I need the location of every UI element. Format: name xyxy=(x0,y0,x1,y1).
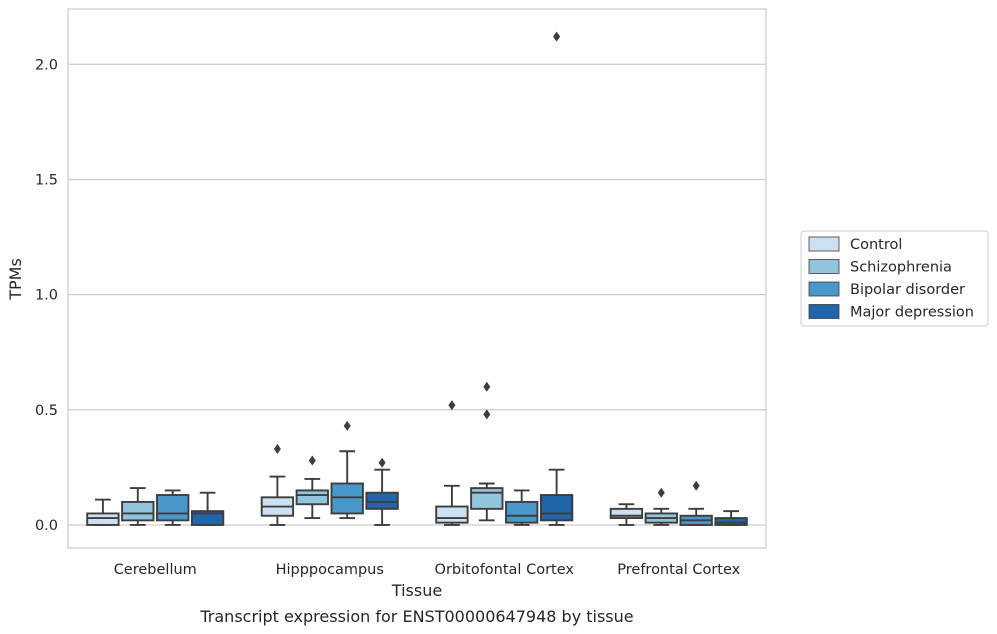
box-body xyxy=(539,494,574,522)
box-body xyxy=(470,487,504,510)
box-schizophrenia xyxy=(295,455,329,520)
box-major-depression xyxy=(714,510,748,526)
x-tick-label: Orbitofontal Cortex xyxy=(435,562,575,578)
x-tick-label: Hipppocampus xyxy=(276,562,384,578)
box-body xyxy=(330,482,364,515)
box-body xyxy=(365,491,399,510)
x-tick-labels: Cerebellum Hipppocampus Orbitofontal Corte… xyxy=(114,562,741,578)
outlier-point xyxy=(692,480,700,491)
box-body xyxy=(190,510,225,526)
outlier-point xyxy=(343,420,351,431)
legend-label: Control xyxy=(850,237,902,253)
legend-swatch xyxy=(808,281,840,297)
outlier-point xyxy=(483,409,491,420)
y-tick-label: 2.0 xyxy=(35,57,58,73)
box-body xyxy=(295,489,329,506)
legend-swatch xyxy=(808,304,840,319)
outlier-point xyxy=(483,381,491,392)
legend-label: Major depression xyxy=(850,305,974,321)
legend-frame xyxy=(800,230,989,327)
x-tick-label: Prefrontal Cortex xyxy=(617,562,740,578)
box-body xyxy=(156,494,190,522)
box-major-depression xyxy=(190,491,225,526)
box-body xyxy=(714,517,748,526)
outlier-point xyxy=(378,457,386,468)
box-bipolar-disorder xyxy=(679,480,713,526)
x-axis-label: Tissue xyxy=(391,581,442,600)
y-tick-label: 1.0 xyxy=(35,288,58,304)
box-bipolar-disorder xyxy=(505,489,539,526)
outlier-point xyxy=(448,400,456,411)
y-tick-label: 0.5 xyxy=(35,403,58,419)
box-major-depression xyxy=(365,457,399,526)
box-bipolar-disorder xyxy=(330,420,364,520)
box-major-depression xyxy=(539,31,574,526)
chart-caption: Transcript expression for ENST0000064794… xyxy=(199,607,633,626)
grid-lines xyxy=(68,63,766,526)
box-schizophrenia xyxy=(470,381,504,522)
y-tick-labels: 0.0 0.5 1.0 1.5 2.0 xyxy=(35,57,58,534)
y-axis-label: TPMs xyxy=(6,258,25,301)
box-body xyxy=(435,505,469,524)
y-tick-label: 1.5 xyxy=(35,172,58,188)
legend-label: Schizophrenia xyxy=(850,260,952,276)
box-body xyxy=(121,500,155,522)
box-body xyxy=(609,507,644,520)
box-bipolar-disorder xyxy=(156,489,190,526)
legend: Control Schizophrenia Bipolar disorder Majo… xyxy=(800,230,989,327)
legend-swatch xyxy=(808,236,840,252)
outlier-point xyxy=(657,487,665,498)
box-schizophrenia xyxy=(644,487,678,526)
outlier-point xyxy=(553,31,561,42)
legend-swatch xyxy=(808,259,840,274)
box-body xyxy=(505,500,539,524)
box-schizophrenia xyxy=(121,487,155,526)
box-control xyxy=(260,443,295,526)
outlier-point xyxy=(273,443,281,454)
box-control xyxy=(609,503,644,526)
box-body xyxy=(86,512,120,526)
y-tick-label: 0.0 xyxy=(35,518,58,534)
box-layer xyxy=(86,31,748,526)
box-control xyxy=(86,498,120,526)
legend-label: Bipolar disorder xyxy=(850,282,965,298)
plot-frame xyxy=(67,8,767,549)
x-tick-label: Cerebellum xyxy=(114,562,197,578)
outlier-point xyxy=(308,455,316,466)
box-control xyxy=(435,400,469,526)
